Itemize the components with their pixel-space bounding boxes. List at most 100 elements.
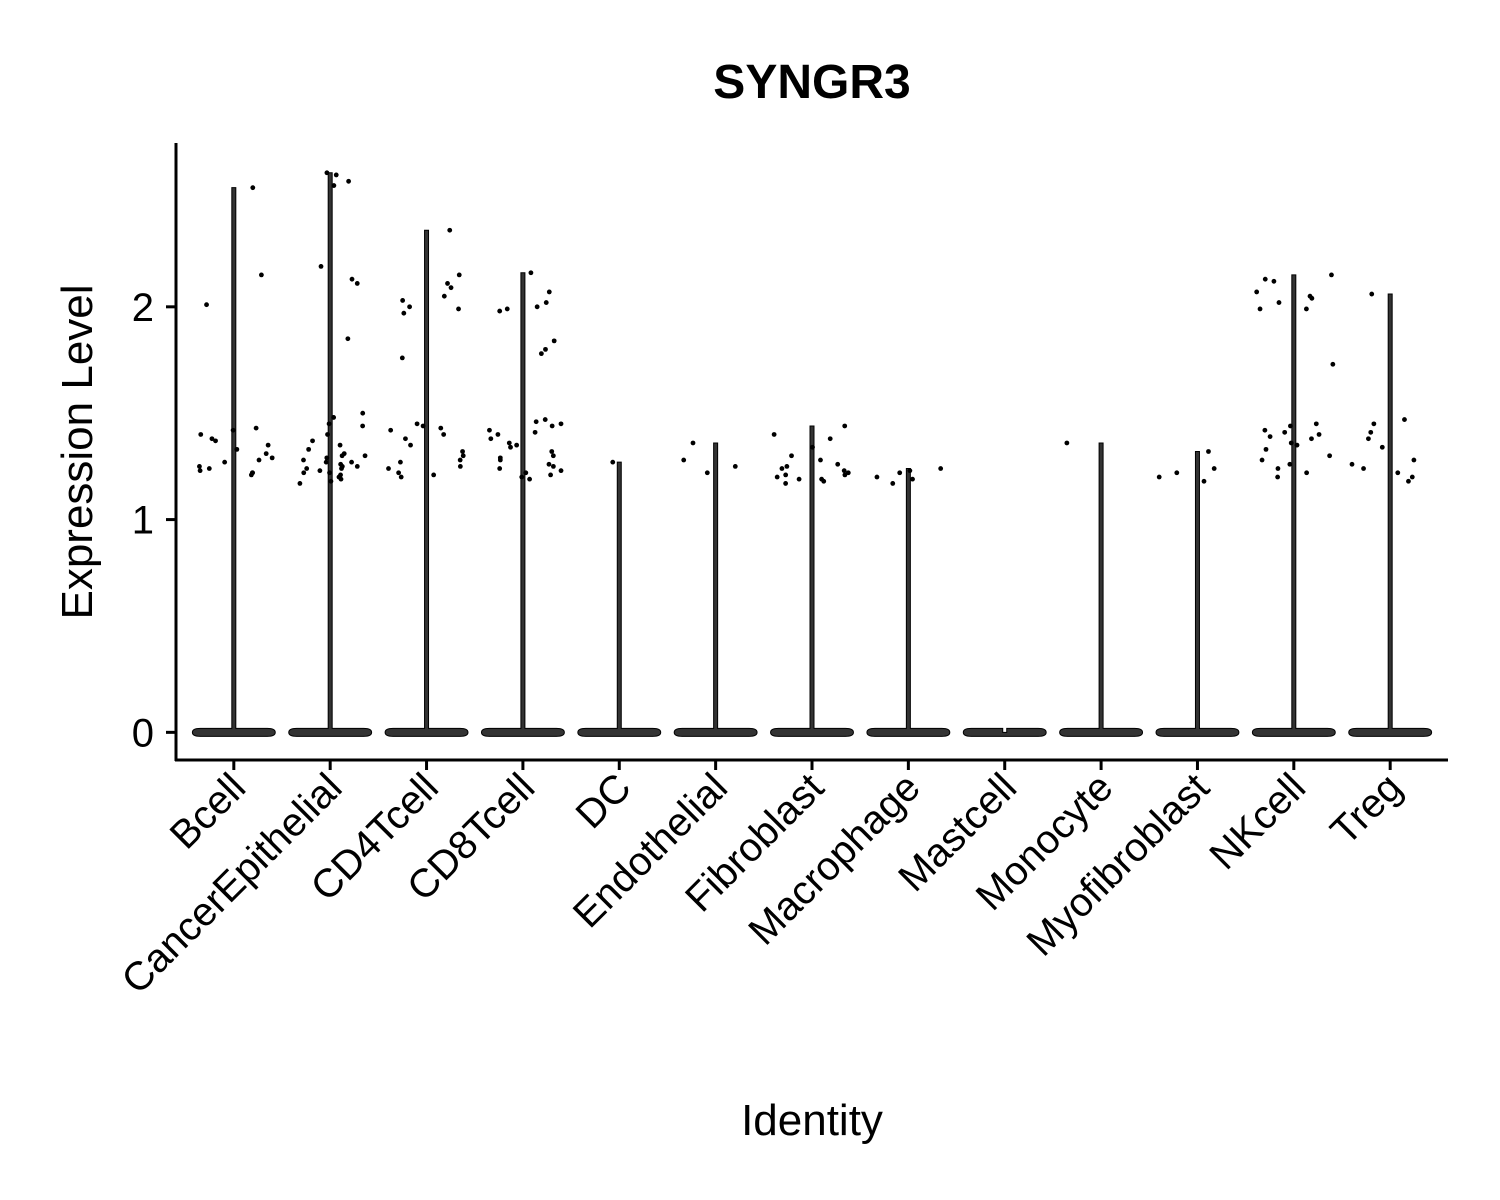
point [1211,466,1217,471]
point [1309,436,1314,442]
point [213,438,218,444]
point [222,459,228,465]
point [1206,449,1211,454]
point [771,432,777,437]
point [1411,457,1417,463]
point [783,481,789,486]
point [297,481,303,486]
point [420,423,426,429]
point [550,463,556,469]
point [360,423,366,429]
point [1174,470,1180,476]
point [1309,295,1315,301]
point [407,304,412,310]
point [1303,306,1309,312]
point [408,442,413,448]
point [784,463,790,469]
point [1201,478,1207,484]
point [546,289,552,295]
point [910,476,915,482]
point [414,421,420,427]
violin [288,172,373,737]
point [1259,457,1265,463]
point [337,442,343,448]
point [1275,466,1281,471]
point [495,432,501,437]
violin [866,468,951,737]
point [1257,306,1263,312]
point [1409,474,1415,480]
point [548,472,553,478]
point [818,457,823,463]
point [339,453,345,459]
point [1313,421,1319,427]
point [327,470,332,476]
point [1294,442,1300,448]
point [310,438,315,444]
point [704,470,710,476]
point [1371,421,1377,427]
point [558,468,564,474]
x-axis-label: Identity [741,1096,883,1145]
point [550,453,556,459]
point [331,415,337,420]
point [514,442,520,448]
point [1156,474,1162,480]
point [346,178,352,184]
point [543,300,549,305]
point [403,436,408,442]
point [339,466,344,471]
point [533,419,539,425]
point [783,472,789,478]
point [523,470,529,476]
point [907,468,913,474]
point [1276,300,1282,305]
point [333,172,339,178]
violin [191,187,276,737]
point [810,444,815,450]
point [1304,470,1310,476]
point [248,472,254,478]
point [789,453,794,459]
point [1262,427,1268,433]
point [610,459,616,465]
point [1406,478,1411,484]
point [1064,440,1070,446]
point [354,463,360,469]
point [1271,278,1277,284]
point [234,446,240,452]
point [842,423,848,429]
point [256,457,262,463]
point [456,306,461,312]
point [198,432,204,437]
y-tick-label: 2 [132,286,154,330]
point [326,421,332,427]
point [1349,461,1355,467]
point [386,466,391,471]
point [349,276,355,282]
point [401,310,407,316]
point [732,463,738,469]
point [441,293,447,299]
violin [577,461,662,737]
point [488,436,494,442]
violin [1251,274,1336,737]
point [457,463,463,469]
point [396,470,402,476]
point [1262,276,1268,282]
violin [384,229,469,737]
point [318,264,324,269]
point [460,449,465,454]
point [1316,432,1322,437]
violin [480,272,565,737]
point [265,442,271,448]
point [1368,429,1374,435]
point [534,304,540,310]
point [1275,474,1281,480]
point [349,459,354,465]
point [506,440,512,446]
chart-title: SYNGR3 [713,56,910,109]
point [323,459,329,465]
point [1330,361,1336,367]
